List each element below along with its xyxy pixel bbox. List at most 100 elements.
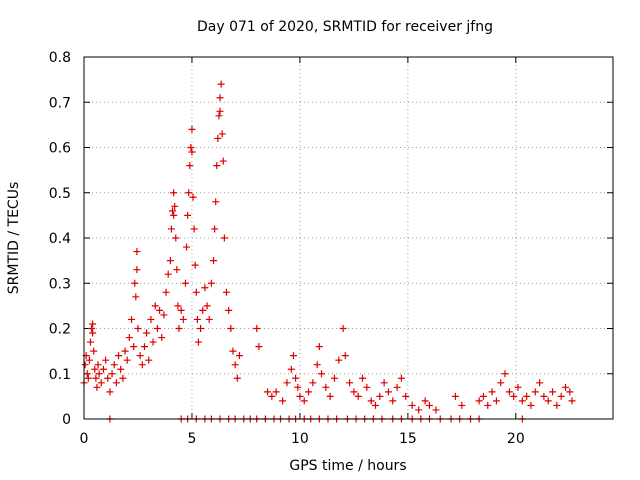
data-point: [216, 94, 224, 102]
data-point: [94, 361, 102, 369]
data-point: [89, 329, 97, 337]
data-point: [177, 306, 185, 314]
data-point: [212, 198, 220, 206]
data-point: [211, 225, 219, 233]
y-tick-label: 0: [62, 412, 71, 428]
chart-title: Day 071 of 2020, SRMTID for receiver jfn…: [197, 19, 493, 35]
data-point: [315, 343, 323, 351]
data-point: [346, 379, 354, 387]
data-point: [223, 288, 231, 296]
data-point: [214, 134, 222, 142]
data-point: [133, 266, 141, 274]
data-point: [527, 401, 535, 409]
data-point: [227, 325, 235, 332]
data-point: [205, 315, 213, 323]
data-point: [197, 325, 205, 332]
data-point: [514, 383, 522, 391]
data-point: [136, 352, 144, 360]
data-point: [189, 193, 197, 201]
y-tick-label: 0.6: [49, 141, 71, 157]
data-point: [371, 401, 379, 409]
data-point: [181, 279, 189, 287]
data-point: [492, 397, 500, 405]
data-point: [359, 374, 367, 382]
data-point: [421, 397, 429, 405]
data-point: [350, 388, 358, 396]
data-point: [380, 379, 388, 387]
data-point: [185, 189, 193, 197]
data-point: [313, 361, 321, 369]
data-point: [458, 401, 466, 409]
data-point: [112, 379, 120, 387]
y-tick-label: 0.3: [49, 276, 71, 292]
data-point: [188, 148, 196, 156]
data-point: [225, 306, 233, 314]
data-point: [169, 207, 177, 215]
data-point: [179, 315, 187, 323]
data-point: [160, 311, 168, 319]
data-point: [505, 388, 513, 396]
y-tick-label: 0.5: [49, 186, 71, 202]
data-point: [190, 225, 198, 233]
data-point: [167, 225, 175, 233]
y-axis-label: SRMTID / TECUs: [6, 182, 22, 295]
data-point: [158, 334, 166, 342]
data-point: [170, 189, 178, 197]
data-point: [192, 288, 200, 296]
x-tick-label: 15: [399, 431, 417, 447]
data-point: [367, 397, 375, 405]
x-tick-label: 10: [291, 431, 309, 447]
data-point: [164, 270, 172, 278]
data-point: [484, 401, 492, 409]
data-point: [90, 347, 98, 355]
data-point: [318, 370, 326, 378]
data-point: [151, 302, 159, 310]
data-point: [408, 401, 416, 409]
data-point: [153, 325, 161, 332]
data-point: [92, 374, 100, 382]
data-point: [536, 379, 544, 387]
data-point: [451, 392, 459, 400]
data-point: [253, 325, 261, 332]
y-tick-label: 0.8: [49, 50, 71, 66]
data-point: [294, 383, 302, 391]
data-point: [272, 388, 280, 396]
x-axis-label: GPS time / hours: [289, 458, 406, 474]
data-point: [86, 338, 94, 346]
data-point: [549, 388, 557, 396]
y-tick-label: 0.2: [49, 322, 71, 338]
data-point: [128, 315, 136, 323]
data-point: [117, 365, 125, 373]
data-point: [561, 383, 569, 391]
data-point: [108, 370, 116, 378]
data-point: [147, 315, 155, 323]
data-point: [475, 397, 483, 405]
data-point: [115, 352, 123, 360]
data-point: [186, 162, 194, 170]
data-point: [219, 157, 227, 165]
x-tick-label: 5: [187, 431, 196, 447]
data-point: [335, 356, 343, 364]
data-point: [199, 306, 207, 314]
data-point: [95, 370, 103, 378]
y-tick-label: 0.4: [49, 231, 71, 247]
data-point: [143, 329, 151, 337]
data-point: [553, 401, 561, 409]
data-point: [134, 325, 142, 332]
data-point: [166, 257, 174, 265]
y-tick-label: 0.7: [49, 95, 71, 111]
data-point: [415, 406, 423, 414]
data-point: [305, 388, 313, 396]
data-point: [130, 343, 138, 351]
data-point: [309, 379, 317, 387]
data-point: [85, 356, 93, 364]
data-point: [402, 392, 410, 400]
data-point: [194, 338, 202, 346]
data-point: [339, 325, 347, 332]
axis-ticks: 0 0.1 0.2 0.3 0.4 0.5 0.6 0.7 0.8 0 5 10 15 20: [49, 50, 613, 447]
data-point: [91, 365, 99, 373]
data-point: [131, 279, 139, 287]
data-point: [104, 374, 112, 382]
data-point: [145, 356, 153, 364]
data-point: [162, 288, 170, 296]
